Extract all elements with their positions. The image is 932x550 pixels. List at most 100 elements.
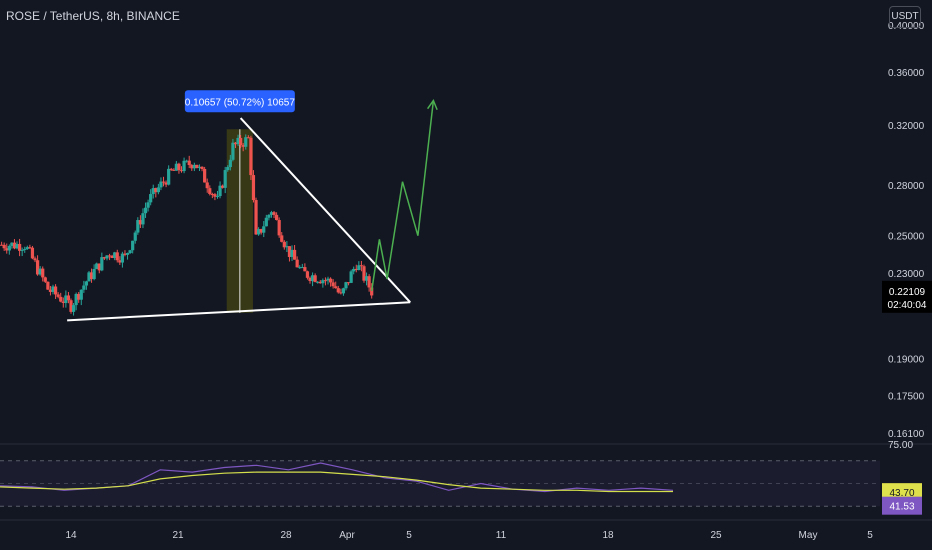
- candle-body: [141, 213, 145, 225]
- candle-body: [244, 137, 248, 147]
- candle-body: [292, 249, 297, 260]
- candle-body: [275, 214, 279, 221]
- candle-body: [138, 220, 142, 225]
- candle-body: [226, 167, 230, 171]
- candle-body: [241, 145, 245, 147]
- candle-body: [159, 181, 163, 188]
- candle-body: [221, 185, 225, 188]
- candle-body: [146, 202, 150, 208]
- candle-body: [362, 266, 366, 281]
- chart-title: ROSE / TetherUS, 8h, BINANCE: [6, 9, 180, 23]
- candle-body: [133, 232, 137, 241]
- rsi-ma-tag: [882, 483, 922, 502]
- candle-body: [280, 235, 284, 242]
- candle-body: [287, 246, 292, 257]
- candle-body: [231, 142, 235, 160]
- candle-body: [344, 282, 348, 289]
- candle-body: [2, 244, 6, 249]
- candle-body: [197, 166, 202, 169]
- candle-body: [257, 229, 261, 235]
- candle-body: [77, 293, 81, 300]
- candle-body: [18, 243, 22, 251]
- candle-body: [125, 253, 130, 255]
- candle-body: [313, 275, 317, 282]
- candle-body: [272, 212, 276, 215]
- candle-body: [223, 170, 227, 188]
- candle-body: [305, 271, 310, 278]
- candle-body: [28, 247, 32, 249]
- candle-body: [367, 276, 371, 288]
- candle-body: [316, 281, 320, 283]
- candle-body: [318, 281, 322, 284]
- rsi-tick-label: 75.00: [888, 440, 913, 451]
- last-price-tag: [882, 280, 932, 313]
- candle-body: [236, 137, 240, 145]
- candle-body: [161, 181, 166, 183]
- measure-label-box: [184, 90, 295, 113]
- candle-body: [205, 182, 209, 189]
- time-tick-label: 28: [280, 530, 292, 541]
- candle-body: [203, 169, 207, 183]
- candle-body: [143, 207, 148, 214]
- candle-body: [352, 268, 356, 272]
- candle-body: [118, 260, 122, 263]
- candles: [0, 134, 374, 316]
- candle-body: [349, 271, 353, 283]
- candle-body: [269, 212, 274, 215]
- candle-body: [136, 220, 140, 233]
- candle-body: [154, 188, 158, 193]
- candle-body: [328, 278, 333, 283]
- candle-body: [87, 272, 91, 282]
- candle-body: [267, 214, 271, 218]
- candle-body: [277, 220, 281, 236]
- candle-body: [239, 137, 243, 146]
- candle-body: [190, 164, 194, 169]
- candle-body: [295, 259, 299, 268]
- candle-body: [246, 137, 250, 139]
- candle-body: [215, 196, 220, 198]
- candle-body: [102, 257, 107, 259]
- candle-body: [38, 268, 42, 275]
- candle-body: [20, 249, 24, 251]
- candle-body: [169, 168, 173, 170]
- candle-body: [233, 142, 238, 145]
- candle-body: [12, 242, 17, 249]
- candle-body: [249, 137, 253, 176]
- candle-body: [97, 263, 101, 271]
- candle-body: [43, 277, 47, 282]
- candle-body: [149, 194, 153, 203]
- candle-body: [151, 188, 155, 195]
- candle-body: [323, 280, 328, 282]
- candle-body: [123, 253, 127, 255]
- candle-body: [59, 296, 63, 302]
- candle-body: [48, 289, 53, 292]
- candle-body: [334, 286, 338, 289]
- candle-body: [357, 265, 361, 271]
- candle-body: [95, 263, 99, 269]
- candle-body: [71, 305, 76, 312]
- candle-body: [69, 300, 73, 312]
- time-tick-label: Apr: [339, 530, 355, 541]
- currency-button[interactable]: USDT: [889, 6, 921, 28]
- rsi-ma-value: 43.70: [889, 488, 914, 499]
- price-tick-label: 0.16100: [888, 429, 925, 440]
- time-tick-label: 25: [710, 530, 722, 541]
- candle-body: [82, 285, 86, 290]
- candle-body: [195, 164, 199, 169]
- candle-body: [113, 252, 117, 258]
- candle-body: [308, 277, 312, 282]
- candle-body: [182, 160, 186, 172]
- candle-body: [92, 268, 96, 280]
- candle-body: [23, 248, 27, 250]
- candle-body: [64, 295, 68, 303]
- resistance-trendline: [239, 117, 411, 303]
- candle-body: [110, 255, 114, 258]
- candle-body: [0, 244, 4, 246]
- candle-body: [84, 281, 89, 286]
- candle-body: [290, 249, 294, 257]
- candle-body: [326, 278, 330, 281]
- candle-body: [310, 275, 315, 282]
- time-tick-label: 14: [65, 530, 77, 541]
